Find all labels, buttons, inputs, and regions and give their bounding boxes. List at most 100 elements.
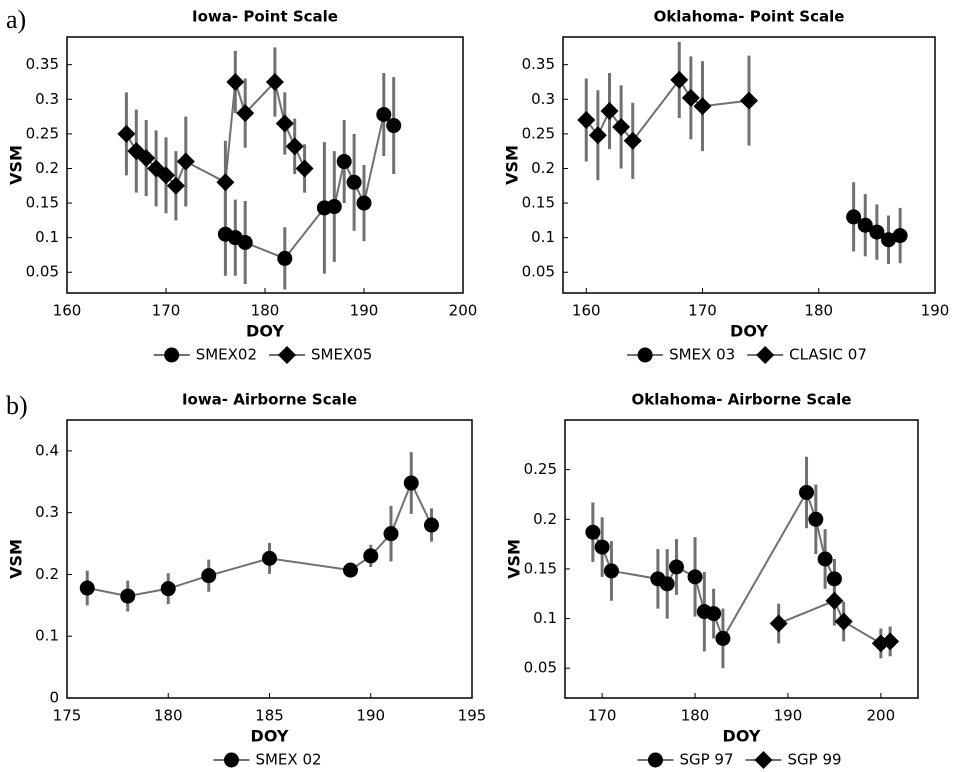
marker bbox=[166, 176, 185, 195]
marker bbox=[670, 70, 689, 89]
marker bbox=[236, 104, 255, 123]
marker bbox=[817, 551, 833, 567]
x-tick-label: 180 bbox=[804, 302, 833, 320]
x-tick-label: 190 bbox=[356, 707, 385, 725]
marker bbox=[659, 576, 675, 592]
legend: SMEX 03 CLASIC 07 bbox=[627, 346, 867, 364]
marker bbox=[588, 126, 607, 145]
marker bbox=[343, 562, 358, 578]
y-tick-label: 0.15 bbox=[524, 559, 557, 577]
panel-label: b) bbox=[6, 391, 28, 420]
marker bbox=[226, 72, 245, 91]
marker bbox=[295, 159, 314, 178]
y-axis-label: VSM bbox=[7, 539, 26, 579]
panel-label: a) bbox=[6, 5, 26, 34]
marker bbox=[623, 131, 642, 150]
legend-marker bbox=[647, 752, 663, 768]
marker bbox=[265, 72, 284, 91]
marker bbox=[285, 137, 304, 156]
y-tick-label: 0 bbox=[49, 689, 59, 707]
y-tick-label: 0.2 bbox=[35, 565, 59, 583]
marker bbox=[740, 91, 758, 110]
x-tick-label: 180 bbox=[251, 302, 280, 320]
y-tick-label: 0.25 bbox=[522, 124, 555, 142]
marker bbox=[201, 568, 217, 584]
legend-label: SGP 97 bbox=[679, 751, 733, 769]
marker bbox=[687, 569, 703, 585]
marker bbox=[160, 581, 176, 597]
chart-title: Oklahoma- Airborne Scale bbox=[632, 391, 852, 409]
marker bbox=[668, 559, 684, 575]
marker bbox=[869, 224, 885, 240]
marker bbox=[769, 614, 788, 633]
y-tick-label: 0.1 bbox=[533, 609, 557, 627]
marker bbox=[376, 106, 392, 122]
y-tick-label: 0.2 bbox=[531, 159, 555, 177]
marker bbox=[603, 563, 619, 579]
x-tick-label: 180 bbox=[681, 707, 710, 725]
x-tick-label: 195 bbox=[458, 707, 487, 725]
marker bbox=[275, 114, 294, 133]
x-tick-label: 170 bbox=[688, 302, 717, 320]
marker bbox=[799, 484, 815, 500]
chart-title: Iowa- Airborne Scale bbox=[182, 391, 357, 409]
legend-marker bbox=[164, 347, 180, 363]
marker bbox=[834, 612, 853, 631]
x-axis-label: DOY bbox=[723, 727, 761, 746]
x-tick-label: 160 bbox=[572, 302, 601, 320]
legend-marker bbox=[637, 347, 653, 363]
marker bbox=[612, 117, 631, 136]
y-tick-label: 0.05 bbox=[522, 263, 555, 281]
x-tick-label: 190 bbox=[350, 302, 379, 320]
y-tick-label: 0.2 bbox=[533, 510, 557, 528]
x-tick-label: 200 bbox=[449, 302, 478, 320]
y-tick-label: 0.15 bbox=[26, 194, 59, 212]
plot-area bbox=[564, 419, 919, 699]
y-tick-label: 0.05 bbox=[524, 659, 557, 677]
y-axis-label: VSM bbox=[505, 539, 524, 579]
legend-label: CLASIC 07 bbox=[789, 346, 867, 364]
y-tick-label: 0.15 bbox=[522, 194, 555, 212]
marker bbox=[600, 102, 619, 121]
legend-label: SMEX 03 bbox=[669, 346, 735, 364]
marker bbox=[881, 632, 900, 651]
y-tick-label: 0.25 bbox=[26, 124, 59, 142]
marker bbox=[808, 511, 824, 527]
marker bbox=[585, 524, 601, 540]
marker bbox=[881, 232, 896, 248]
marker bbox=[216, 173, 235, 192]
marker bbox=[356, 195, 372, 211]
legend: SMEX 02 bbox=[213, 751, 322, 769]
y-tick-label: 0.35 bbox=[26, 55, 59, 73]
x-tick-label: 180 bbox=[154, 707, 183, 725]
y-tick-label: 0.3 bbox=[35, 503, 59, 521]
y-axis-label: VSM bbox=[503, 145, 522, 185]
marker bbox=[383, 526, 399, 542]
marker bbox=[892, 228, 908, 244]
legend: SMEX02 SMEX05 bbox=[153, 346, 372, 364]
y-tick-label: 0.3 bbox=[35, 90, 59, 108]
legend-label: SMEX02 bbox=[196, 346, 257, 364]
marker bbox=[681, 88, 700, 107]
x-axis-label: DOY bbox=[251, 727, 289, 746]
marker bbox=[336, 154, 352, 170]
marker bbox=[424, 517, 439, 533]
marker bbox=[120, 588, 136, 604]
x-tick-label: 160 bbox=[53, 302, 82, 320]
legend-label: SGP 99 bbox=[788, 751, 842, 769]
y-tick-label: 0.1 bbox=[35, 627, 59, 645]
marker bbox=[577, 111, 596, 130]
marker bbox=[826, 571, 842, 587]
x-tick-label: 190 bbox=[921, 302, 950, 320]
legend: SGP 97 SGP 99 bbox=[637, 751, 842, 769]
y-tick-label: 0.3 bbox=[531, 90, 555, 108]
x-tick-label: 170 bbox=[152, 302, 181, 320]
x-tick-label: 190 bbox=[774, 707, 803, 725]
y-tick-label: 0.2 bbox=[35, 159, 59, 177]
legend-marker bbox=[756, 346, 775, 364]
x-axis-label: DOY bbox=[730, 322, 768, 341]
marker bbox=[594, 539, 610, 555]
legend-marker bbox=[754, 751, 773, 769]
legend-label: SMEX05 bbox=[311, 346, 372, 364]
